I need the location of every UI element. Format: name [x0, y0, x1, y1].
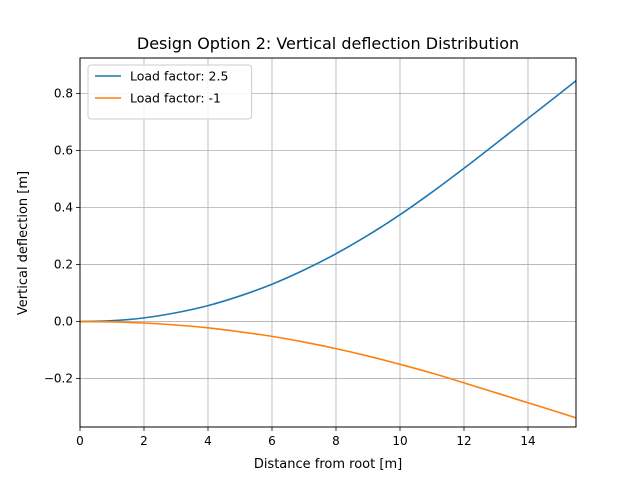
legend-label-0: Load factor: 2.5	[130, 69, 228, 84]
y-tick-label: 0.8	[54, 87, 73, 101]
y-tick-label: 0.6	[54, 144, 73, 158]
y-tick-label: 0.0	[54, 315, 73, 329]
x-tick-label: 14	[520, 434, 535, 448]
series-line-1	[79, 320, 577, 419]
x-tick-label: 4	[204, 434, 212, 448]
x-tick-label: 6	[268, 434, 276, 448]
legend-box	[87, 64, 253, 120]
x-tick-label: 8	[332, 434, 340, 448]
x-tick-label: 2	[140, 434, 148, 448]
legend: Load factor: 2.5 Load factor: -1	[87, 64, 253, 120]
y-tick-label: −0.2	[44, 372, 73, 386]
series-line-0	[79, 80, 577, 323]
y-axis-label: Vertical deflection [m]	[16, 171, 31, 315]
legend-label-1: Load factor: -1	[130, 91, 221, 106]
series-lines	[79, 80, 577, 419]
axis-ticks: 0 2 4 6 8 10 12 14 −0.2 0.0 0.2 0.4 0.6 0.8	[44, 87, 536, 448]
x-tick-label: 10	[392, 434, 407, 448]
plot-frame	[79, 57, 577, 428]
y-tick-label: 0.2	[54, 258, 73, 272]
y-tick-label: 0.4	[54, 201, 73, 215]
x-axis-label: Distance from root [m]	[254, 457, 402, 472]
x-tick-label: 12	[456, 434, 471, 448]
grid	[79, 58, 576, 427]
chart-title: Design Option 2: Vertical deflection Dis…	[137, 34, 519, 53]
x-tick-label: 0	[76, 434, 84, 448]
